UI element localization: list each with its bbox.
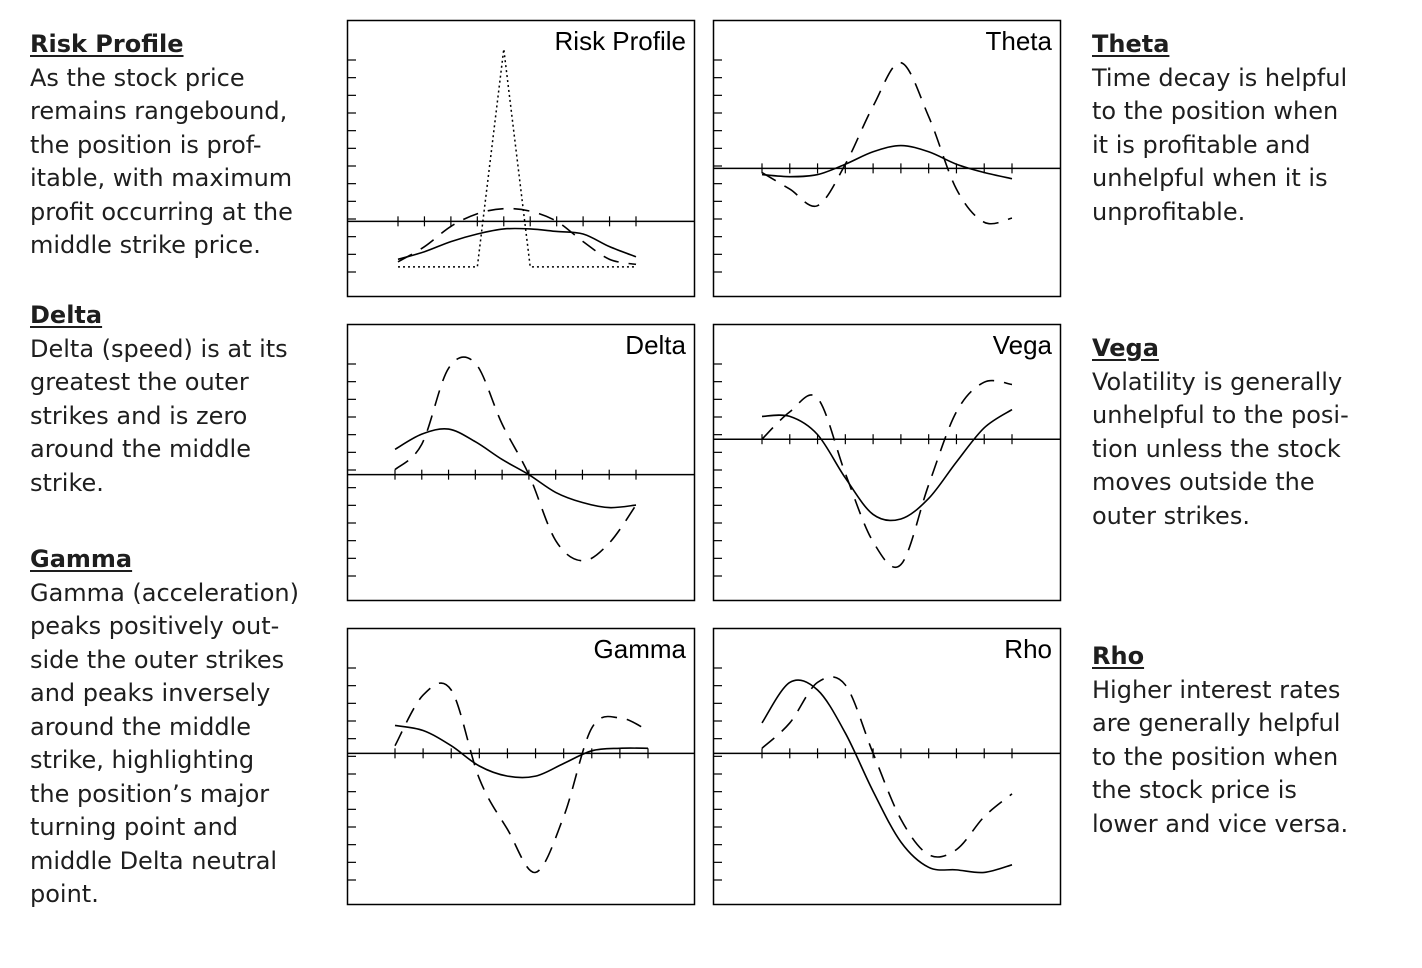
- vega-solid-line: [761, 408, 1013, 522]
- vega-frame: [712, 323, 1062, 602]
- theta-panel-title: Theta: [986, 26, 1053, 56]
- gamma-frame: [346, 627, 696, 906]
- delta-chart: Delta: [346, 323, 696, 602]
- delta-text: Delta (speed) is at its greatest the out…: [30, 334, 288, 497]
- rho-chart: Rho: [712, 627, 1062, 906]
- rho-panel-title: Rho: [1004, 634, 1052, 664]
- vega-panel-title: Vega: [993, 330, 1053, 360]
- theta-frame: [712, 19, 1062, 298]
- delta-frame: [346, 323, 696, 602]
- vega-dashed-line: [761, 379, 1013, 568]
- gamma-dashed-line: [394, 682, 649, 874]
- theta-dashed-line: [761, 61, 1013, 225]
- risk-profile-text: As the stock price remains rangebound, t…: [30, 63, 293, 260]
- vega-heading: Vega: [1092, 334, 1159, 362]
- theta-chart: Theta: [712, 19, 1062, 298]
- risk-profile-dashed-line: [397, 207, 637, 266]
- delta-description: Delta Delta (speed) is at its greatest t…: [30, 299, 330, 500]
- risk-profile-description: Risk Profile As the stock price remains …: [30, 28, 330, 263]
- risk-profile-dotted-line: [398, 48, 636, 268]
- risk-profile-panel-title: Risk Profile: [555, 26, 686, 56]
- gamma-panel-title: Gamma: [594, 634, 687, 664]
- theta-solid-line: [761, 144, 1013, 180]
- rho-text: Higher interest rates are generally help…: [1092, 675, 1349, 838]
- risk-profile-frame: [346, 19, 696, 298]
- vega-text: Volatility is generally unhelpful to the…: [1092, 367, 1349, 530]
- theta-description: Theta Time decay is helpful to the posit…: [1092, 28, 1402, 229]
- vega-description: Vega Volatility is generally unhelpful t…: [1092, 332, 1402, 533]
- risk-profile-solid-line: [397, 227, 637, 261]
- vega-chart: Vega: [712, 323, 1062, 602]
- gamma-text: Gamma (acceleration) peaks positively ou…: [30, 578, 299, 909]
- rho-heading: Rho: [1092, 642, 1145, 670]
- theta-text: Time decay is helpful to the position wh…: [1092, 63, 1348, 226]
- gamma-chart: Gamma: [346, 627, 696, 906]
- risk-profile-chart: Risk Profile: [346, 19, 696, 298]
- rho-solid-line: [761, 679, 1013, 874]
- rho-dashed-line: [761, 676, 1013, 858]
- rho-frame: [712, 627, 1062, 906]
- theta-heading: Theta: [1092, 30, 1170, 58]
- delta-solid-line: [394, 427, 637, 509]
- gamma-description: Gamma Gamma (acceleration) peaks positiv…: [30, 543, 330, 912]
- gamma-heading: Gamma: [30, 545, 133, 573]
- delta-panel-title: Delta: [625, 330, 686, 360]
- rho-description: Rho Higher interest rates are generally …: [1092, 640, 1402, 841]
- gamma-solid-line: [394, 724, 649, 779]
- risk-profile-heading: Risk Profile: [30, 30, 184, 58]
- delta-dashed-line: [394, 356, 637, 562]
- delta-heading: Delta: [30, 301, 103, 329]
